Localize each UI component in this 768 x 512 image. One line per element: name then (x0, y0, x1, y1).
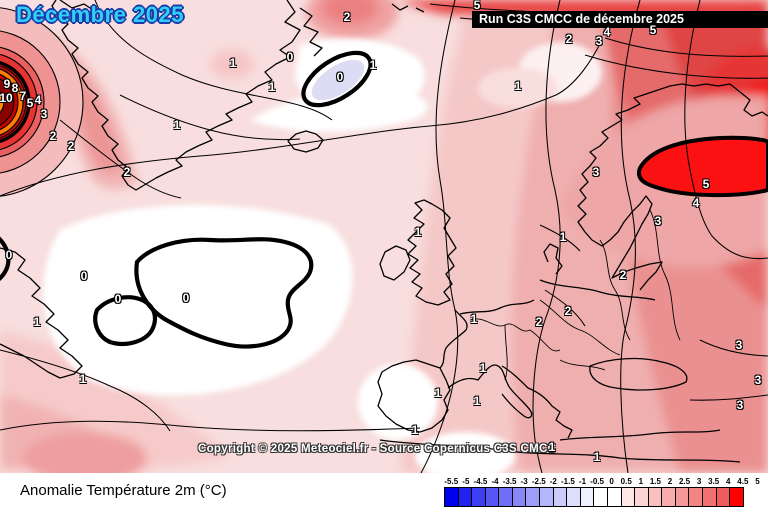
color-scale: -5.5 -5 -4.5 -4 -3.5 -3 -2.5 -2 -1.5 -1 -0.5 0 0.5 1 1… (444, 476, 765, 509)
ireland-coastline (379, 245, 411, 281)
legend-tick: -3.5 (502, 477, 517, 486)
legend-tick: -3 (520, 477, 528, 486)
color-scale-boxes (444, 487, 765, 507)
zero-contours (0, 50, 373, 349)
legend-tick: 5 (755, 477, 760, 486)
warm-anomaly-fills (0, 0, 768, 473)
map-canvas (0, 0, 768, 473)
legend-color-box (471, 487, 486, 507)
britain-coastline (407, 199, 457, 306)
hotspot-rings (0, 7, 84, 197)
legend-color-box (661, 487, 676, 507)
legend-tick: -5 (462, 477, 470, 486)
iceland-coastline (287, 130, 324, 153)
legend-tick: -0.5 (590, 477, 604, 486)
legend-color-box (444, 487, 459, 507)
iberia-coastline (377, 359, 451, 433)
labrador-coastline (0, 247, 83, 379)
legend-color-box (620, 487, 636, 507)
color-scale-ticks: -5.5 -5 -4.5 -4 -3.5 -3 -2.5 -2 -1.5 -1 -0.5 0 0.5 1 1… (444, 476, 765, 487)
legend-tick: 2.5 (678, 477, 691, 486)
legend-color-box (566, 487, 581, 507)
legend-color-box (539, 487, 554, 507)
coastlines (0, 0, 768, 463)
legend-tick: 0 (609, 477, 614, 486)
legend-bar: Anomalie Température 2m (°C) -5.5 -5 -4.5-… (0, 473, 768, 512)
legend-color-box (525, 487, 541, 507)
run-info-bar: Run C3S CMCC de décembre 2025 (472, 11, 768, 28)
legend-tick: 1.5 (649, 477, 661, 486)
greenland-coastline (51, 0, 301, 191)
legend-tick: -1.5 (561, 477, 575, 486)
legend-title: Anomalie Température 2m (°C) (20, 482, 227, 499)
legend-color-box (701, 487, 717, 507)
legend-tick: 2 (667, 477, 673, 486)
legend-color-box (498, 487, 513, 507)
legend-tick: -1 (578, 477, 587, 486)
legend-tick: 4.5 (737, 477, 749, 486)
legend-tick: -2 (549, 477, 557, 486)
plus5-contour-blob (636, 135, 768, 198)
legend-color-box (674, 487, 690, 507)
legend-color-box (729, 487, 744, 507)
legend-tick: 0.5 (620, 477, 632, 486)
map-title: Décembre 2025 (16, 2, 184, 27)
copyright-watermark: Copyright © 2025 Meteociel.fr - Source C… (198, 443, 557, 455)
legend-tick: -5.5 (444, 477, 459, 486)
map-area: Décembre 2025 Run C3S CMCC de décembre 2… (0, 0, 768, 473)
legend-tick: 3 (696, 477, 702, 486)
slight-negative-patch (311, 59, 365, 101)
legend-tick: 3.5 (708, 477, 720, 486)
legend-color-box (457, 487, 473, 507)
legend-color-box (688, 487, 703, 507)
legend-color-box (552, 487, 568, 507)
legend-tick: 4 (726, 477, 731, 486)
legend-tick: -4.5 (473, 477, 488, 486)
legend-color-box (606, 487, 622, 507)
legend-tick: 1 (638, 477, 644, 486)
legend-color-box (593, 487, 608, 507)
legend-color-box (715, 487, 731, 507)
legend-tick: -2.5 (531, 477, 546, 486)
legend-color-box (511, 487, 527, 507)
legend-color-box (634, 487, 649, 507)
black-sea-outline (589, 357, 688, 391)
legend-tick: -4 (491, 477, 499, 486)
legend-color-box (484, 487, 500, 507)
legend-color-box (647, 487, 663, 507)
legend-color-box (579, 487, 595, 507)
norway-coastline (577, 83, 768, 233)
